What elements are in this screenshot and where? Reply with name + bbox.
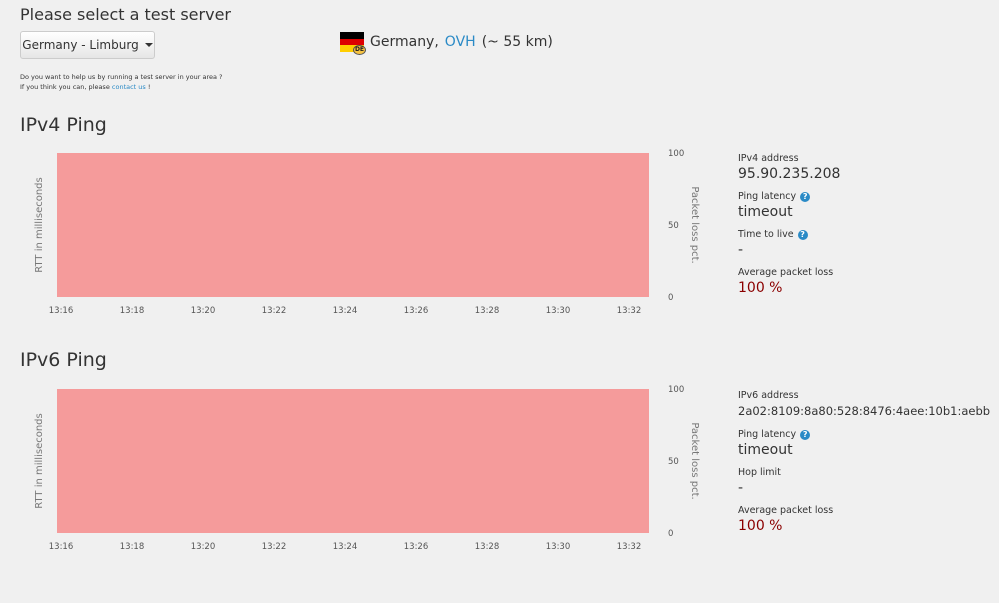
- ipv4-ping-chart: 13:16 13:18 13:20 13:22 13:24 13:26 13:28 13:30…: [20, 145, 720, 325]
- ipv4-ttl-label: Time to live?: [738, 229, 988, 240]
- y-axis-label: RTT in milliseconds: [34, 177, 45, 272]
- ipv4-ttl-value: -: [738, 242, 744, 258]
- x-tick-label: 13:16: [49, 542, 74, 552]
- x-tick-label: 13:18: [120, 542, 145, 552]
- help-icon[interactable]: ?: [797, 229, 808, 240]
- y2-tick-label: 0: [668, 293, 673, 303]
- ipv6-hop-value: -: [738, 480, 744, 496]
- y-axis-label: RTT in milliseconds: [34, 413, 45, 508]
- server-select-dropdown[interactable]: Germany - Limburg: [20, 31, 155, 59]
- ipv4-section-title: IPv4 Ping: [20, 114, 107, 136]
- x-tick-label: 13:22: [262, 542, 287, 552]
- help-text-prefix: If you think you can, please: [20, 83, 110, 91]
- y2-tick-label: 100: [668, 149, 684, 159]
- ipv4-address-label: IPv4 address: [738, 153, 799, 164]
- help-icon[interactable]: ?: [800, 191, 811, 202]
- ipv6-ping-chart: 13:16 13:18 13:20 13:22 13:24 13:26 13:28 13:30…: [20, 381, 720, 561]
- y2-tick-label: 0: [668, 529, 673, 539]
- server-select-value: Germany - Limburg: [22, 38, 139, 52]
- provider-link[interactable]: OVH: [444, 34, 476, 50]
- x-tick-label: 13:16: [49, 306, 74, 316]
- x-tick-label: 13:24: [333, 306, 358, 316]
- ipv4-chart-svg: 13:16 13:18 13:20 13:22 13:24 13:26 13:28 13:30…: [34, 149, 700, 316]
- ipv4-loss-value: 100 %: [738, 280, 783, 296]
- ipv6-section-title: IPv6 Ping: [20, 349, 107, 371]
- x-tick-label: 13:22: [262, 306, 287, 316]
- x-tick-label: 13:20: [191, 542, 216, 552]
- flag-band-gold: [340, 45, 364, 52]
- ipv6-address-value: 2a02:8109:8a80:528:8476:4aee:10b1:aebb: [738, 404, 991, 418]
- flag-band-black: [340, 32, 364, 39]
- x-tick-label: 13:30: [546, 542, 571, 552]
- x-tick-label: 13:26: [404, 306, 429, 316]
- y2-tick-label: 100: [668, 385, 684, 395]
- germany-flag-icon: DE: [340, 32, 366, 55]
- y2-tick-label: 50: [668, 457, 679, 467]
- flag-badge: DE: [353, 45, 366, 55]
- ipv6-hop-label: Hop limit: [738, 467, 781, 478]
- y2-axis-label: Packet loss pct.: [689, 186, 700, 263]
- ipv6-address-label: IPv6 address: [738, 390, 799, 401]
- x-tick-label: 13:32: [617, 306, 642, 316]
- ipv6-latency-label: Ping latency?: [738, 429, 988, 440]
- ipv4-address-value: 95.90.235.208: [738, 166, 841, 182]
- y2-axis-label: Packet loss pct.: [689, 422, 700, 499]
- contact-us-link[interactable]: contact us: [111, 83, 146, 91]
- ipv4-loss-label: Average packet loss: [738, 267, 834, 278]
- location-country: Germany,: [370, 34, 439, 50]
- ipv4-info-panel: IPv4 address 95.90.235.208 Ping latency?…: [738, 153, 988, 305]
- help-icon[interactable]: ?: [800, 429, 811, 440]
- help-text-suffix: !: [147, 83, 151, 91]
- x-tick-label: 13:28: [475, 306, 500, 316]
- x-tick-label: 13:28: [475, 542, 500, 552]
- packet-loss-area: [57, 153, 649, 297]
- ipv6-latency-value: timeout: [738, 442, 793, 458]
- ipv6-loss-value: 100 %: [738, 518, 783, 534]
- server-location: DE Germany, OVH (~ 55 km): [340, 32, 553, 55]
- packet-loss-area: [57, 389, 649, 533]
- help-text-line2: If you think you can, please contact us …: [20, 82, 222, 92]
- page-title: Please select a test server: [20, 5, 231, 24]
- x-tick-label: 13:26: [404, 542, 429, 552]
- location-distance: (~ 55 km): [481, 34, 553, 50]
- ipv6-chart-svg: 13:16 13:18 13:20 13:22 13:24 13:26 13:28 13:30…: [34, 385, 700, 552]
- x-tick-label: 13:20: [191, 306, 216, 316]
- ipv4-latency-value: timeout: [738, 204, 793, 220]
- ipv6-info-panel: IPv6 address 2a02:8109:8a80:528:8476:4ae…: [738, 390, 991, 543]
- x-tick-label: 13:30: [546, 306, 571, 316]
- ipv6-loss-label: Average packet loss: [738, 505, 834, 516]
- flag-band-red: [340, 38, 364, 46]
- x-tick-label: 13:18: [120, 306, 145, 316]
- ipv4-latency-label: Ping latency?: [738, 191, 988, 202]
- x-tick-label: 13:32: [617, 542, 642, 552]
- x-tick-label: 13:24: [333, 542, 358, 552]
- help-text-line1: Do you want to help us by running a test…: [20, 73, 223, 81]
- help-text: Do you want to help us by running a test…: [20, 72, 222, 92]
- y2-tick-label: 50: [668, 221, 679, 231]
- caret-down-icon: [144, 43, 153, 47]
